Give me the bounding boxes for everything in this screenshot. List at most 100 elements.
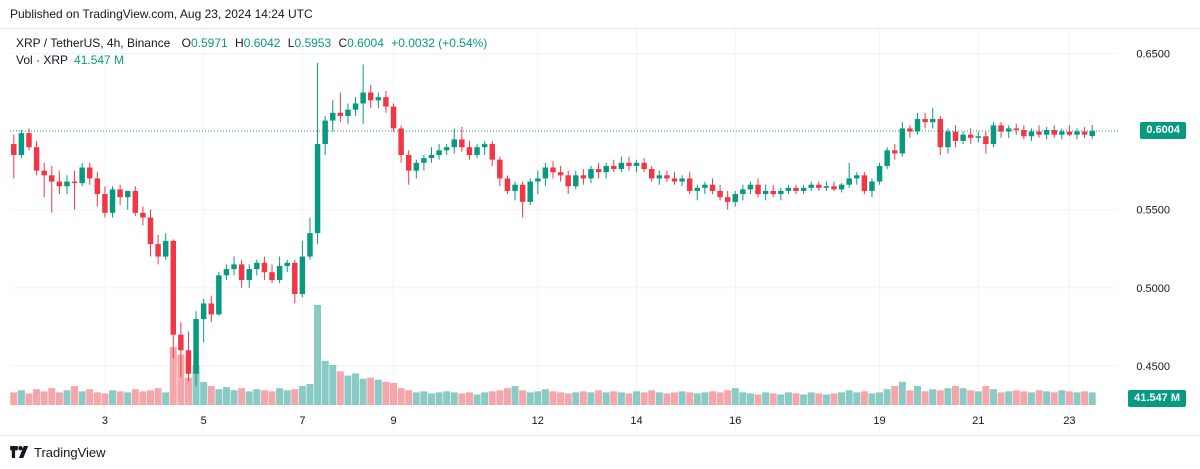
volume-bar — [412, 392, 420, 405]
candle-body — [770, 190, 776, 195]
candle-body — [436, 150, 442, 155]
candle-body — [519, 184, 526, 202]
published-caption: Published on TradingView.com, Aug 23, 20… — [10, 7, 313, 21]
volume-bar — [131, 389, 139, 405]
candle-body — [109, 189, 116, 213]
candle-body — [641, 162, 647, 170]
volume-bar — [1035, 390, 1043, 405]
volume-bar — [1020, 391, 1028, 405]
candle-body — [945, 131, 951, 148]
candle-body — [854, 175, 860, 179]
footer: TradingView — [10, 443, 106, 461]
legend-volume-label: Vol · XRP — [16, 53, 69, 67]
candle-body — [686, 178, 693, 191]
candle-body — [611, 165, 617, 170]
volume-bar — [245, 391, 253, 405]
volume-bar — [435, 392, 443, 405]
volume-bar — [321, 360, 329, 405]
candle-body — [497, 159, 503, 179]
volume-bar — [967, 390, 975, 405]
candle-body — [56, 181, 63, 187]
candle-body — [337, 112, 344, 116]
candle-body — [831, 186, 837, 190]
candle-body — [512, 184, 518, 191]
volume-bar — [443, 391, 451, 405]
volume-bar — [33, 389, 41, 405]
volume-bar — [222, 387, 230, 405]
candle-body — [679, 178, 685, 182]
volume-bar — [815, 393, 823, 405]
volume-bar — [640, 392, 648, 405]
candle-body — [1059, 131, 1065, 135]
candle-body — [261, 262, 268, 273]
candle-body — [360, 92, 366, 104]
volume-bar — [534, 391, 542, 405]
volume-bar — [989, 389, 997, 405]
volume-bar — [784, 392, 792, 405]
volume-bar — [906, 390, 914, 405]
volume-bar — [868, 393, 876, 405]
volume-bar — [845, 390, 853, 405]
volume-bar — [853, 392, 861, 405]
volume-bar — [374, 379, 382, 405]
candle-body — [11, 144, 17, 155]
volume-bar — [215, 389, 223, 405]
volume-bar — [124, 392, 132, 405]
candle-body — [899, 128, 906, 154]
candle-body — [550, 167, 556, 173]
volume-bar — [291, 389, 299, 405]
volume-bar — [633, 391, 641, 405]
candle-body — [580, 175, 587, 179]
candle-body — [330, 112, 336, 121]
candle-body — [573, 175, 579, 187]
candle-body — [421, 158, 427, 163]
legend-low: 0.5953 — [294, 36, 332, 50]
volume-bar — [200, 381, 208, 405]
volume-bar — [17, 390, 25, 405]
candle-body — [368, 92, 374, 101]
volume-bar — [230, 390, 238, 405]
candle-body — [747, 184, 754, 190]
time-tick-label: 7 — [299, 415, 305, 427]
volume-bar — [496, 390, 504, 405]
volume-bar — [587, 392, 595, 405]
volume-bar — [671, 392, 679, 405]
volume-bar — [405, 390, 413, 405]
candle-body — [383, 97, 389, 107]
candle-body — [671, 178, 678, 182]
candle-body — [1013, 128, 1019, 130]
volume-bar — [1005, 391, 1013, 405]
candle-body — [170, 240, 177, 335]
volume-bar — [177, 354, 185, 405]
candle-body — [785, 187, 792, 191]
time-tick-label: 16 — [729, 415, 741, 427]
candle-body — [838, 184, 845, 190]
candle-body — [914, 119, 921, 132]
legend-volume: 41.547 M — [74, 53, 125, 67]
volume-bar — [572, 392, 580, 405]
volume-bar — [367, 377, 375, 405]
candle-body — [102, 194, 108, 213]
volume-bar — [336, 371, 344, 405]
legend-open-label: O — [181, 36, 191, 50]
volume-bar — [238, 388, 246, 405]
volume-bar — [101, 393, 109, 405]
volume-bar — [488, 391, 496, 405]
candle-body — [793, 187, 799, 191]
volume-bar — [344, 375, 352, 405]
volume-bar — [314, 305, 322, 405]
time-tick-label: 5 — [201, 415, 207, 427]
candle-body — [626, 162, 632, 166]
legend: XRP / TetherUS, 4h, Binance O0.5971 H0.6… — [16, 35, 491, 69]
candle-body — [140, 212, 146, 218]
volume-bar — [914, 386, 922, 405]
volume-bar — [807, 392, 815, 405]
candle-body — [542, 167, 549, 179]
volume-bar — [898, 381, 906, 405]
price-tick-label: 0.5000 — [1136, 283, 1170, 295]
candle-body — [937, 119, 944, 148]
legend-high: 0.6042 — [243, 36, 281, 50]
candle-body — [975, 136, 982, 138]
volume-bar — [891, 386, 899, 405]
